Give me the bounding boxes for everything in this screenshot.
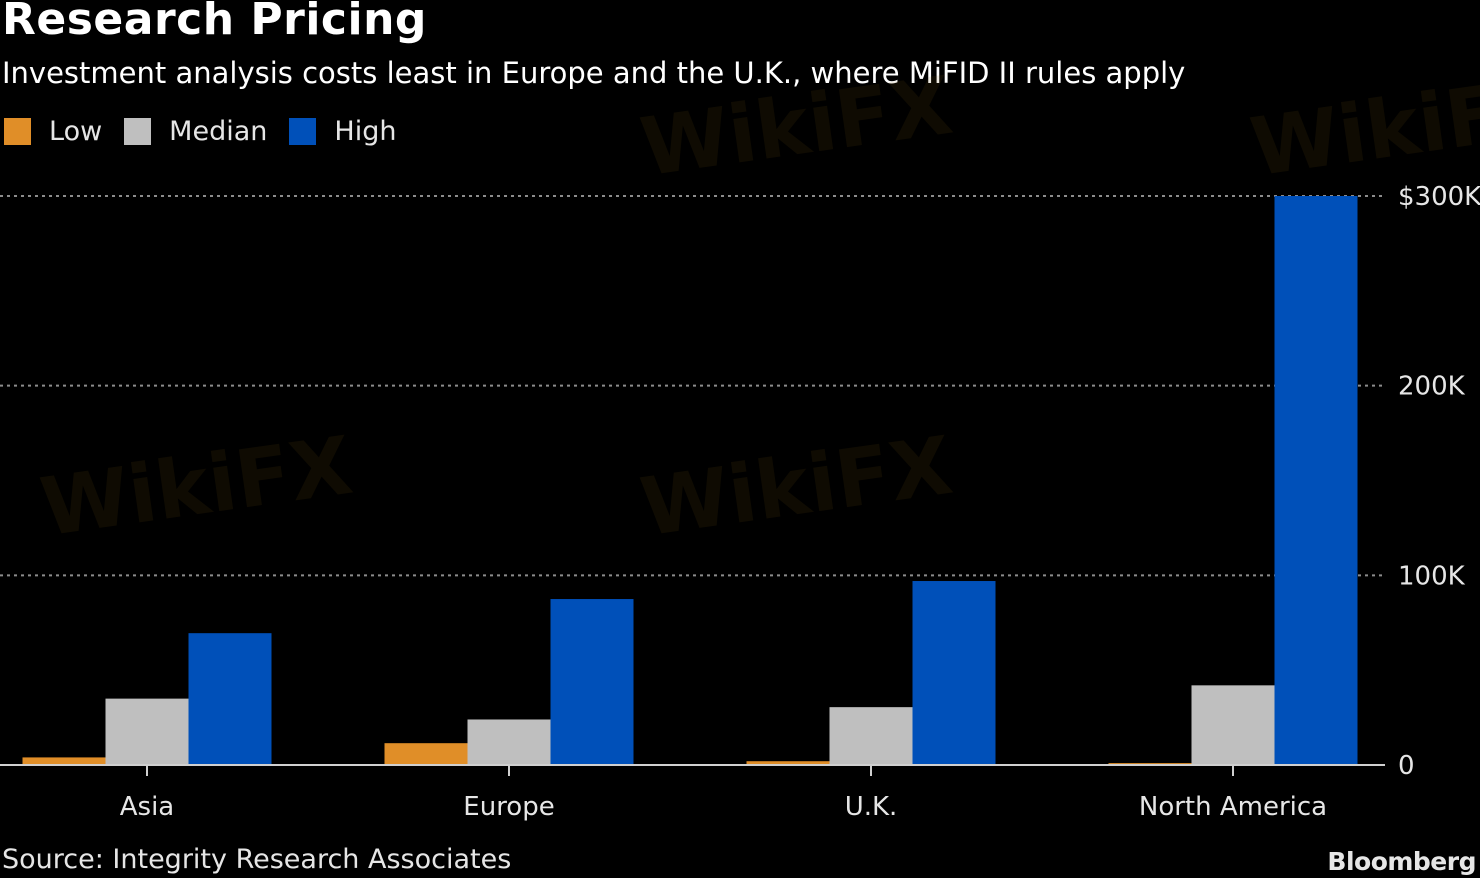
legend-item-high: High <box>289 116 396 147</box>
category-label: North America <box>1139 792 1327 822</box>
legend-item-low: Low <box>4 116 102 147</box>
bars <box>22 196 1358 765</box>
bar-median-asia <box>105 698 189 765</box>
bar-high-asia <box>188 633 272 765</box>
bar-low-asia <box>22 757 106 765</box>
legend-swatch-low <box>4 118 31 145</box>
legend-label-low: Low <box>49 116 103 147</box>
y-tick-label: 100K <box>1398 561 1466 591</box>
legend-label-high: High <box>334 116 397 147</box>
bar-median-u-k <box>829 707 913 765</box>
category-label: Asia <box>120 792 175 822</box>
gridlines <box>0 195 1385 577</box>
source-note: Source: Integrity Research Associates <box>2 844 512 875</box>
chart-title: Research Pricing <box>2 0 427 45</box>
category-labels: Asia Europe U.K. North America <box>120 792 1327 822</box>
bar-low-u-k <box>746 761 830 765</box>
bar-high-u-k <box>912 581 996 765</box>
category-label: U.K. <box>845 792 898 822</box>
y-axis-labels: 0 100K 200K $300K <box>1398 182 1480 781</box>
y-tick-label: 200K <box>1398 372 1466 402</box>
y-tick-label: $300K <box>1398 182 1480 212</box>
bar-high-north-america <box>1274 196 1358 765</box>
y-tick-label: 0 <box>1398 751 1415 781</box>
bar-median-europe <box>467 719 551 765</box>
legend-swatch-high <box>289 118 317 145</box>
brand-logo: Bloomberg <box>1327 847 1476 876</box>
bar-low-europe <box>384 743 468 765</box>
legend: Low Median High <box>4 116 418 147</box>
bar-high-europe <box>550 599 634 765</box>
legend-label-median: Median <box>169 116 268 147</box>
category-label: Europe <box>463 792 554 822</box>
legend-item-median: Median <box>124 116 267 147</box>
legend-swatch-median <box>124 118 152 145</box>
chart-subtitle: Investment analysis costs least in Europ… <box>2 56 1186 90</box>
x-axis <box>0 764 1385 776</box>
bar-median-north-america <box>1191 685 1275 765</box>
